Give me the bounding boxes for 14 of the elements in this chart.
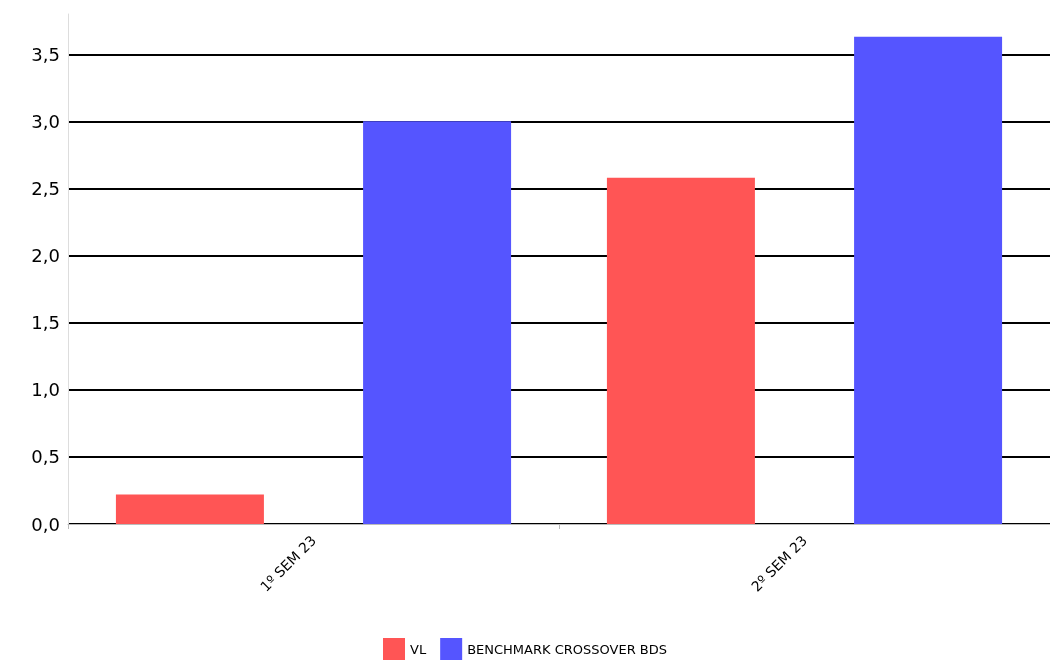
y-tick-label: 3,5 xyxy=(31,43,60,65)
bar xyxy=(115,494,264,524)
legend-label: VL xyxy=(410,641,427,657)
y-tick-label: 0,5 xyxy=(31,446,60,468)
y-tick-label: 2,0 xyxy=(31,245,60,267)
y-tick-label: 3,0 xyxy=(31,110,60,132)
y-tick-label: 1,0 xyxy=(31,379,60,401)
bar xyxy=(606,177,755,524)
bar xyxy=(363,121,512,524)
y-tick-label: 0,0 xyxy=(31,513,60,535)
y-tick-label: 1,5 xyxy=(31,312,60,334)
bar xyxy=(854,36,1003,524)
y-tick-label: 2,5 xyxy=(31,177,60,199)
legend-label: BENCHMARK CROSSOVER BDS xyxy=(467,641,667,657)
